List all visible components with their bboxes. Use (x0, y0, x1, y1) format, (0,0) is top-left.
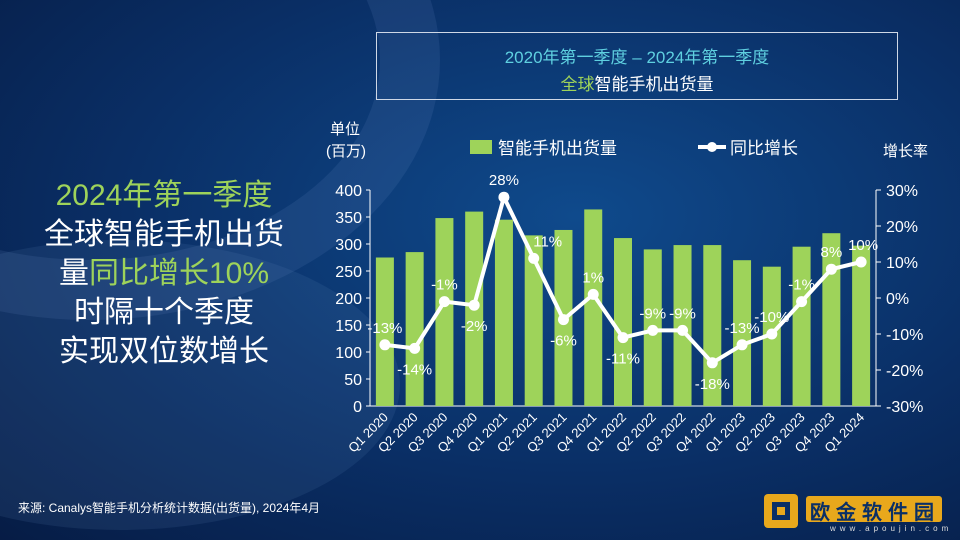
bar (852, 245, 871, 406)
growth-point (855, 256, 867, 268)
watermark-logo-graphic (764, 494, 942, 528)
left-tick-label: 200 (335, 291, 362, 308)
growth-point (379, 339, 391, 351)
growth-data-label: 1% (582, 269, 604, 286)
bar (584, 209, 603, 406)
growth-data-label: -6% (550, 333, 577, 350)
growth-data-label: -9% (639, 305, 666, 322)
growth-data-label: 10% (848, 237, 878, 254)
right-tick-label: 20% (886, 219, 918, 236)
left-tick-label: 0 (353, 399, 362, 416)
legend-line-marker (707, 142, 717, 152)
growth-point (587, 288, 599, 300)
legend-bar-swatch (470, 140, 492, 154)
right-axis-label: 增长率 (883, 143, 928, 160)
growth-point (796, 296, 808, 308)
left-tick-label: 100 (335, 345, 362, 362)
right-tick-label: -20% (886, 363, 923, 380)
bar (524, 235, 543, 406)
headline: 2024年第一季度 全球智能手机出货 量同比增长10% 时隔十个季度 实现双位数… (14, 176, 314, 371)
chart-title-global: 全球 (560, 75, 595, 94)
bar (375, 257, 394, 406)
growth-data-label: 11% (533, 233, 562, 250)
chart-title-rest: 智能手机出货量 (594, 75, 714, 94)
headline-line: 实现双位数增长 (59, 335, 269, 368)
growth-data-label: -1% (431, 277, 458, 294)
right-tick-label: 30% (886, 183, 918, 200)
source-note: 来源: Canalys智能手机分析统计数据(出货量), 2024年4月 (18, 501, 321, 515)
growth-point (647, 324, 659, 336)
growth-point (766, 328, 778, 340)
growth-point (409, 342, 421, 354)
watermark-text: 欧金软件园 (810, 502, 940, 524)
right-tick-label: -30% (886, 399, 923, 416)
headline-line: 量同比增长10% (14, 254, 314, 293)
growth-point (736, 339, 748, 351)
watermark-logo: 欧金软件园 www.apoujin.com (760, 486, 950, 536)
headline-line: 全球智能手机出货 (44, 218, 284, 251)
left-tick-label: 50 (344, 372, 362, 389)
growth-point (825, 263, 837, 275)
growth-data-label: -2% (461, 318, 488, 335)
left-tick-label: 250 (335, 264, 362, 281)
growth-point (468, 299, 480, 311)
growth-point (498, 191, 510, 203)
growth-data-label: 28% (489, 172, 519, 189)
growth-point (617, 332, 629, 344)
bar (405, 252, 424, 406)
headline-text: 量 (58, 257, 89, 290)
growth-point (706, 357, 718, 369)
left-tick-label: 300 (335, 237, 362, 254)
left-tick-label: 400 (335, 183, 362, 200)
growth-data-label: -9% (669, 305, 696, 322)
chart-title-box: 2020年第一季度 – 2024年第一季度 全球智能手机出货量 (376, 32, 898, 100)
watermark-url: www.apoujin.com (830, 524, 953, 533)
right-tick-label: 10% (886, 255, 918, 272)
left-tick-label: 350 (335, 210, 362, 227)
bar (614, 238, 632, 406)
legend-bar-label: 智能手机出货量 (498, 139, 617, 158)
chart-title-period: 2020年第一季度 – 2024年第一季度 (504, 48, 770, 67)
growth-data-label: 8% (821, 244, 843, 261)
growth-point (557, 314, 569, 326)
growth-point (528, 252, 540, 264)
right-tick-label: -10% (886, 327, 923, 344)
left-tick-label: 150 (335, 318, 362, 335)
legend-line-label: 同比增长 (730, 139, 798, 158)
left-axis-label: 单位 (330, 121, 360, 138)
headline-line: 时隔十个季度 (74, 296, 254, 329)
bar (494, 219, 513, 406)
bar (435, 218, 454, 406)
growth-point (438, 296, 450, 308)
chart-title: 全球智能手机出货量 (377, 70, 897, 95)
growth-data-label: -13% (367, 320, 402, 337)
right-tick-label: 0% (886, 291, 909, 308)
growth-data-label: -10% (754, 309, 789, 326)
growth-data-label: -11% (606, 351, 640, 368)
growth-data-label: -13% (725, 320, 760, 337)
growth-data-label: -18% (695, 376, 730, 393)
headline-line: 2024年第一季度 (55, 179, 273, 212)
headline-growth: 同比增长10% (88, 257, 270, 290)
left-axis-label: (百万) (326, 143, 366, 160)
growth-data-label: -14% (397, 361, 432, 378)
bar (792, 246, 811, 406)
growth-data-label: -1% (788, 277, 815, 294)
growth-point (677, 324, 689, 336)
bar (733, 260, 752, 406)
